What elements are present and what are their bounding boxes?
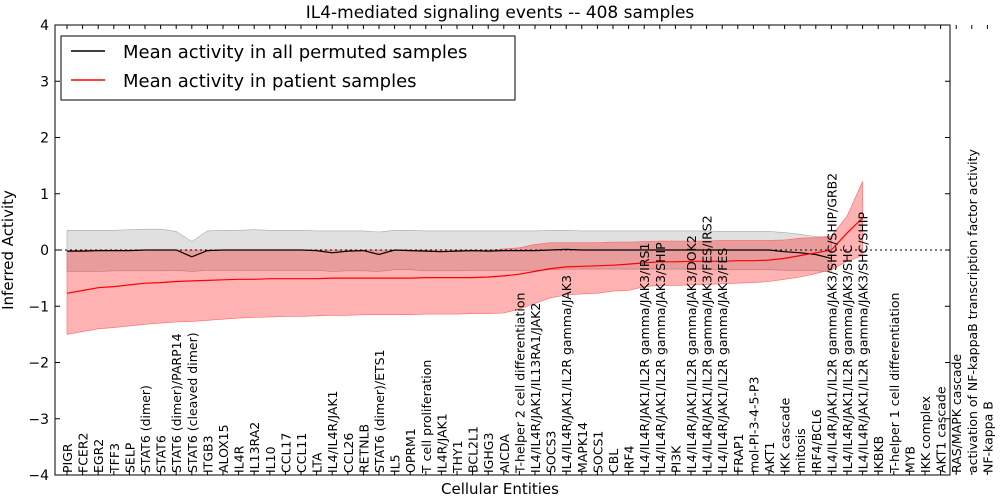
x-tick-label: T-helper 2 cell differentiation: [512, 293, 527, 474]
x-tick-label: SELP: [122, 442, 137, 473]
x-tick-label: NF-kappa B: [980, 401, 995, 473]
x-axis-label: Cellular Entities: [441, 480, 559, 498]
x-tick-label: activation of NF-kappaB transcription fa…: [965, 149, 980, 473]
x-tick-label: SOCS3: [544, 431, 559, 473]
x-tick-label: CBL: [606, 449, 621, 473]
x-tick-label: STAT6 (dimer)/PARP14: [169, 333, 184, 473]
y-tick-label: −1: [28, 299, 49, 315]
series-lines: [66, 217, 864, 294]
series-line: [67, 248, 832, 259]
y-tick-label: 1: [40, 187, 49, 203]
y-axis-label: Inferred Activity: [0, 190, 17, 310]
x-tick-label: EGR2: [91, 439, 106, 473]
x-tick-label: mitosis: [793, 428, 808, 473]
x-tick-label: IRF4/BCL6: [809, 409, 824, 473]
x-tick-label: STAT6 (cleaved dimer): [185, 332, 200, 473]
legend-label-permuted: Mean activity in all permuted samples: [123, 42, 467, 63]
chart-title: IL4-mediated signaling events -- 408 sam…: [306, 3, 695, 23]
x-tick-label: PI3K: [668, 445, 683, 473]
x-tick-label: T cell proliferation: [419, 360, 434, 474]
x-tick-label: STAT6 (dimer)/ETS1: [372, 349, 387, 473]
x-tick-label: IL10: [263, 446, 278, 473]
x-tick-label: OPRM1: [403, 428, 418, 473]
x-axis-tick-labels: PIGR FCER2 EGR2 TFF3 SELP STAT6 (dimer) STAT6 S…: [60, 149, 995, 474]
x-tick-label: PIGR: [60, 443, 75, 473]
x-tick-label: STAT6: [154, 435, 169, 473]
x-tick-label: IKBKB: [871, 436, 886, 473]
x-tick-label: IL4/IL4R/JAK1/IL2R gamma/JAK3/DOK2: [684, 235, 699, 473]
y-tick-label: 0: [40, 243, 49, 259]
x-tick-label: IL4/IL4R/JAK1/IL2R gamma/JAK3: [559, 275, 574, 473]
x-tick-label: FCER2: [76, 433, 91, 473]
x-tick-label: AKT1 cascade: [934, 386, 949, 473]
x-tick-label: T-helper 1 cell differentiation: [887, 293, 902, 474]
legend-label-patient: Mean activity in patient samples: [123, 71, 417, 92]
x-tick-label: IL4/IL4R/JAK1/IL2R gamma/JAK3/FES/IRS2: [700, 215, 715, 473]
x-tick-label: RETNLB: [356, 424, 371, 473]
x-tick-label: FRAP1: [731, 434, 746, 473]
y-tick-label: 3: [40, 74, 49, 90]
x-axis-ticks: [66, 25, 988, 475]
x-tick-label: IRF4: [622, 445, 637, 473]
x-tick-label: TFF3: [107, 443, 122, 474]
x-tick-label: IL4/IL4R/JAK1/IL2R gamma/JAK3/IRS1: [637, 243, 652, 473]
x-tick-label: ITGB3: [200, 435, 215, 473]
y-tick-label: −3: [28, 412, 49, 428]
legend-box: [60, 35, 516, 101]
x-tick-label: AKT1: [762, 442, 777, 473]
y-tick-label: −4: [28, 468, 49, 484]
x-tick-label: IL4R/JAK1: [434, 413, 449, 473]
x-tick-label: MAPK14: [575, 422, 590, 473]
x-tick-label: ALOX15: [216, 424, 231, 473]
x-tick-label: IL4/IL4R/JAK1/IL13RA1/JAK2: [528, 303, 543, 473]
x-tick-label: RAS/MAPK cascade: [949, 354, 964, 473]
x-tick-label: mol-PI-3-4-5-P3: [746, 377, 761, 473]
x-tick-label: IGHG3: [481, 433, 496, 473]
x-tick-label: IL5: [388, 454, 403, 473]
x-tick-label: SOCS1: [590, 431, 605, 473]
x-tick-label: STAT6 (dimer): [138, 385, 153, 473]
x-tick-label: THY1: [450, 440, 465, 474]
x-tick-label: IL4/IL4R/JAK1/IL2R gamma/JAK3/SHIP: [653, 242, 668, 473]
x-tick-label: LTA: [310, 452, 325, 473]
x-tick-label: IKK complex: [918, 396, 933, 473]
confidence-band: [66, 181, 863, 335]
x-tick-label: IL4/IL4R/JAK1/IL2R gamma/JAK3/SHC/SHIP: [856, 212, 871, 473]
x-tick-label: CCL26: [341, 433, 356, 473]
legend: Mean activity in all permuted samples Me…: [60, 35, 516, 101]
series-line: [66, 217, 864, 294]
y-tick-label: −2: [28, 356, 49, 372]
x-tick-label: IL4/IL4R/JAK1/IL2R gamma/JAK3/SHC: [840, 245, 855, 473]
x-tick-label: MYB: [902, 446, 917, 473]
confidence-bands: [66, 181, 863, 335]
x-tick-label: IL4/IL4R/JAK1/IL2R gamma/JAK3/SHC/SHIP/G…: [824, 173, 839, 473]
x-tick-label: CCL17: [278, 433, 293, 473]
x-tick-label: CCL11: [294, 433, 309, 473]
x-tick-label: IKK cascade: [778, 397, 793, 473]
x-tick-label: IL13RA2: [247, 422, 262, 473]
y-axis-ticks: −4 −3 −2 −1 0 1 2 3 4: [28, 18, 950, 484]
x-tick-label: BCL2L1: [466, 426, 481, 473]
x-tick-label: IL4/IL4R/JAK1: [325, 391, 340, 473]
x-tick-label: IL4/IL4R/JAK1/IL2R gamma/JAK3/FES: [715, 248, 730, 473]
y-tick-label: 2: [40, 131, 49, 147]
x-tick-label: AICDA: [497, 434, 512, 473]
x-tick-label: IL4R: [232, 445, 247, 473]
y-tick-label: 4: [40, 18, 49, 34]
